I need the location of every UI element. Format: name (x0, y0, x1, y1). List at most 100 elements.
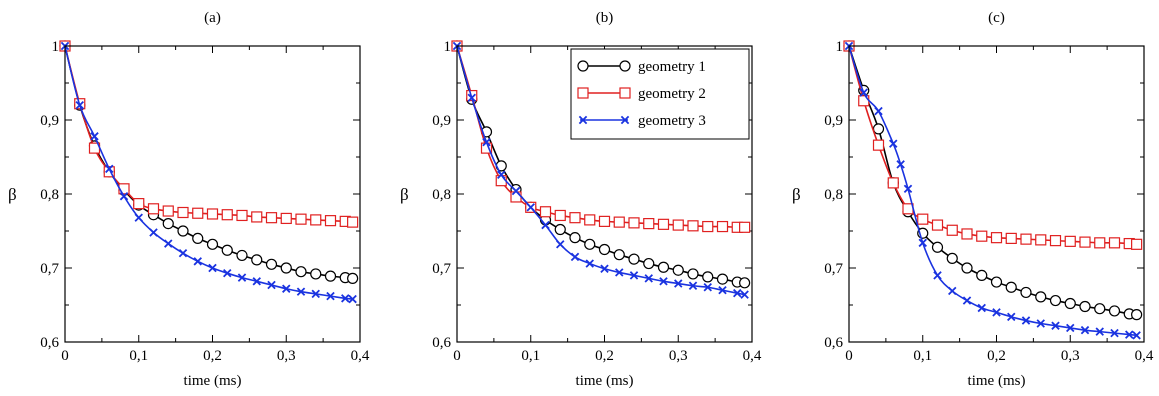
x-tick-label: 0,4 (1135, 348, 1154, 364)
data-point (902, 203, 914, 215)
legend-box (570, 48, 750, 140)
y-tick-label: 0,9 (432, 113, 451, 129)
data-point (990, 232, 1003, 244)
x-tick-label: 0,3 (1061, 348, 1080, 364)
data-point (872, 123, 885, 135)
data-point (324, 215, 337, 227)
data-point (221, 209, 233, 221)
data-point (267, 280, 276, 290)
data-point (75, 100, 84, 110)
y-axis-label: β (400, 185, 409, 204)
legend-marker (619, 87, 631, 99)
data-point (221, 244, 233, 256)
data-point (1005, 232, 1017, 244)
axis-ticks (848, 45, 1145, 343)
data-point (976, 230, 988, 242)
y-tick-label: 0,9 (40, 113, 59, 129)
data-point (613, 249, 625, 261)
data-point (295, 213, 307, 225)
data-point (347, 272, 359, 284)
x-tick-label: 0,3 (277, 348, 296, 364)
y-tick-label: 1 (444, 39, 452, 55)
data-point (716, 220, 729, 233)
data-point (193, 257, 202, 266)
legend-marker (578, 115, 588, 125)
series-geometry-1 (451, 40, 751, 289)
data-point (585, 259, 594, 268)
data-point (162, 205, 174, 217)
data-point (265, 258, 278, 270)
y-tick-label: 0,7 (432, 261, 451, 277)
data-point (164, 239, 173, 248)
legend: geometry 1 geometry 2 geometry 3 (570, 48, 750, 140)
data-point (177, 225, 189, 237)
data-point (311, 289, 320, 299)
data-point (628, 253, 640, 265)
data-point (1020, 233, 1032, 245)
x-tick-label: 0,1 (913, 348, 932, 364)
data-point (657, 261, 670, 273)
data-point (554, 209, 566, 222)
x-tick-label: 0,1 (521, 348, 540, 364)
data-point (295, 266, 307, 278)
plot-frame (848, 45, 1145, 343)
data-point (1051, 321, 1060, 330)
chart-panel-3: (c) 0 0,1 0,2 0,3 0,4 0,6 0,7 0,8 0,9 1 time (ms) β (792, 10, 1154, 389)
data-point (687, 220, 699, 232)
data-point (1066, 323, 1075, 333)
series-line (848, 45, 1137, 337)
plot-area (843, 40, 1143, 340)
data-point (192, 232, 204, 244)
data-point (598, 243, 611, 256)
data-point (1094, 237, 1106, 249)
data-point (511, 186, 521, 196)
data-point (659, 277, 668, 286)
data-point (1131, 238, 1143, 250)
data-point (556, 240, 565, 249)
data-point (1132, 331, 1141, 340)
data-point (282, 284, 291, 293)
data-point (687, 268, 699, 280)
series-geometry-3 (452, 41, 749, 299)
series-geometry-2 (843, 40, 1143, 250)
data-point (1108, 305, 1121, 317)
y-tick-label: 0,8 (824, 187, 843, 203)
data-point (223, 268, 232, 278)
data-point (933, 271, 942, 280)
y-axis-label: β (792, 185, 801, 204)
data-point (918, 238, 927, 248)
data-point (977, 303, 986, 313)
data-point (672, 219, 684, 231)
y-tick-label: 0,6 (40, 335, 59, 351)
data-point (541, 220, 550, 230)
data-point (280, 212, 292, 225)
data-point (324, 270, 337, 282)
plot-area (451, 40, 751, 299)
data-point (703, 283, 712, 292)
plot-frame (64, 45, 361, 343)
data-point (348, 294, 357, 304)
data-point (584, 238, 596, 250)
data-point (990, 276, 1003, 288)
x-tick-label: 0,2 (203, 348, 222, 364)
data-point (917, 213, 929, 225)
data-point (1049, 294, 1062, 307)
data-point (961, 228, 973, 240)
data-point (149, 228, 158, 237)
data-point (1020, 286, 1032, 299)
x-axis-label: time (ms) (968, 373, 1026, 389)
data-point (497, 170, 506, 179)
series-geometry-2 (59, 40, 359, 228)
data-point (569, 212, 581, 224)
data-point (554, 223, 566, 236)
x-tick-label: 0,4 (743, 348, 762, 364)
data-point (702, 220, 714, 233)
data-point (643, 257, 655, 270)
series-geometry-1 (59, 40, 359, 284)
data-point (1021, 316, 1031, 325)
data-point (265, 212, 278, 224)
data-point (1095, 327, 1104, 336)
data-point (889, 139, 898, 148)
data-point (341, 294, 350, 303)
